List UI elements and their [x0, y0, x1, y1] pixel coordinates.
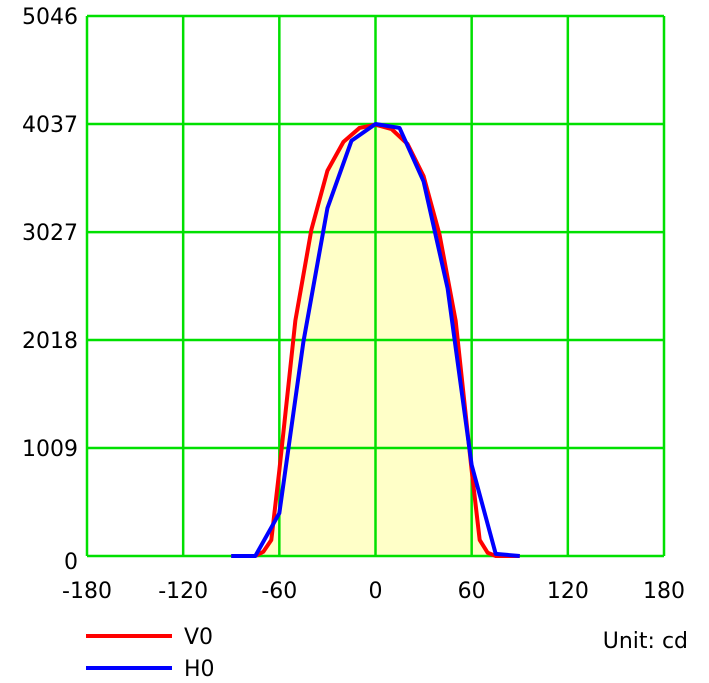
legend-label-h0: H0 — [184, 657, 215, 682]
y-tick-label: 4037 — [22, 113, 78, 138]
y-tick-label: 5046 — [22, 5, 78, 30]
chart-grid — [85, 14, 666, 558]
x-tick-label: 180 — [643, 579, 685, 604]
x-tick-label: -60 — [261, 579, 297, 604]
legend-label-v0: V0 — [184, 625, 213, 650]
x-tick-label: 120 — [547, 579, 589, 604]
unit-label: Unit: cd — [603, 629, 688, 654]
x-tick-label: -120 — [158, 579, 208, 604]
y-tick-label: 0 — [64, 550, 78, 575]
x-axis-ticks: -180 -120 -60 0 60 120 180 — [62, 579, 685, 604]
chart-series — [231, 121, 520, 558]
y-tick-label: 2018 — [22, 329, 78, 354]
y-tick-label: 3027 — [22, 221, 78, 246]
series-line-h0 — [231, 121, 520, 558]
x-tick-label: 60 — [458, 579, 486, 604]
y-tick-label: 1009 — [22, 437, 78, 462]
y-axis-ticks: 0 1009 2018 3027 4037 5046 — [22, 5, 78, 575]
x-tick-label: -180 — [62, 579, 112, 604]
x-tick-label: 0 — [369, 579, 383, 604]
